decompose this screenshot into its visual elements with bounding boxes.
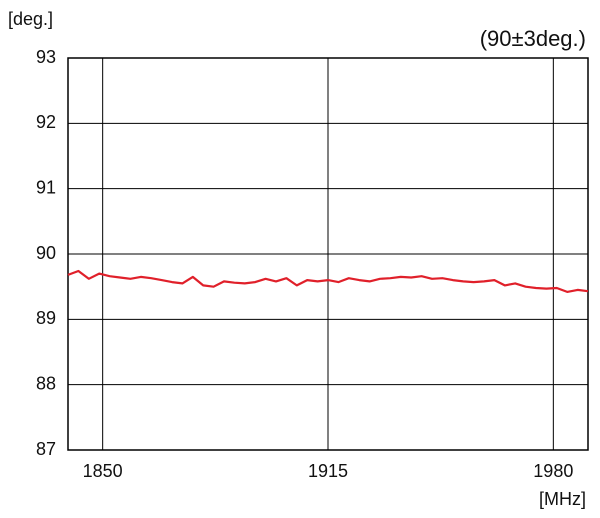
y-tick-label: 92: [36, 112, 56, 132]
y-tick-label: 93: [36, 47, 56, 67]
y-tick-label: 87: [36, 439, 56, 459]
x-tick-label: 1915: [308, 461, 348, 481]
data-line: [67, 269, 589, 293]
y-tick-label: 91: [36, 177, 56, 197]
x-axis-label: [MHz]: [539, 489, 586, 509]
plot-border: [67, 57, 589, 451]
y-tick-label: 88: [36, 373, 56, 393]
annotation: (90±3deg.): [480, 26, 586, 51]
x-tick-label: 1980: [533, 461, 573, 481]
y-tick-label: 89: [36, 308, 56, 328]
x-tick-label: 1850: [83, 461, 123, 481]
y-axis-label: [deg.]: [8, 9, 53, 29]
y-tick-label: 90: [36, 243, 56, 263]
